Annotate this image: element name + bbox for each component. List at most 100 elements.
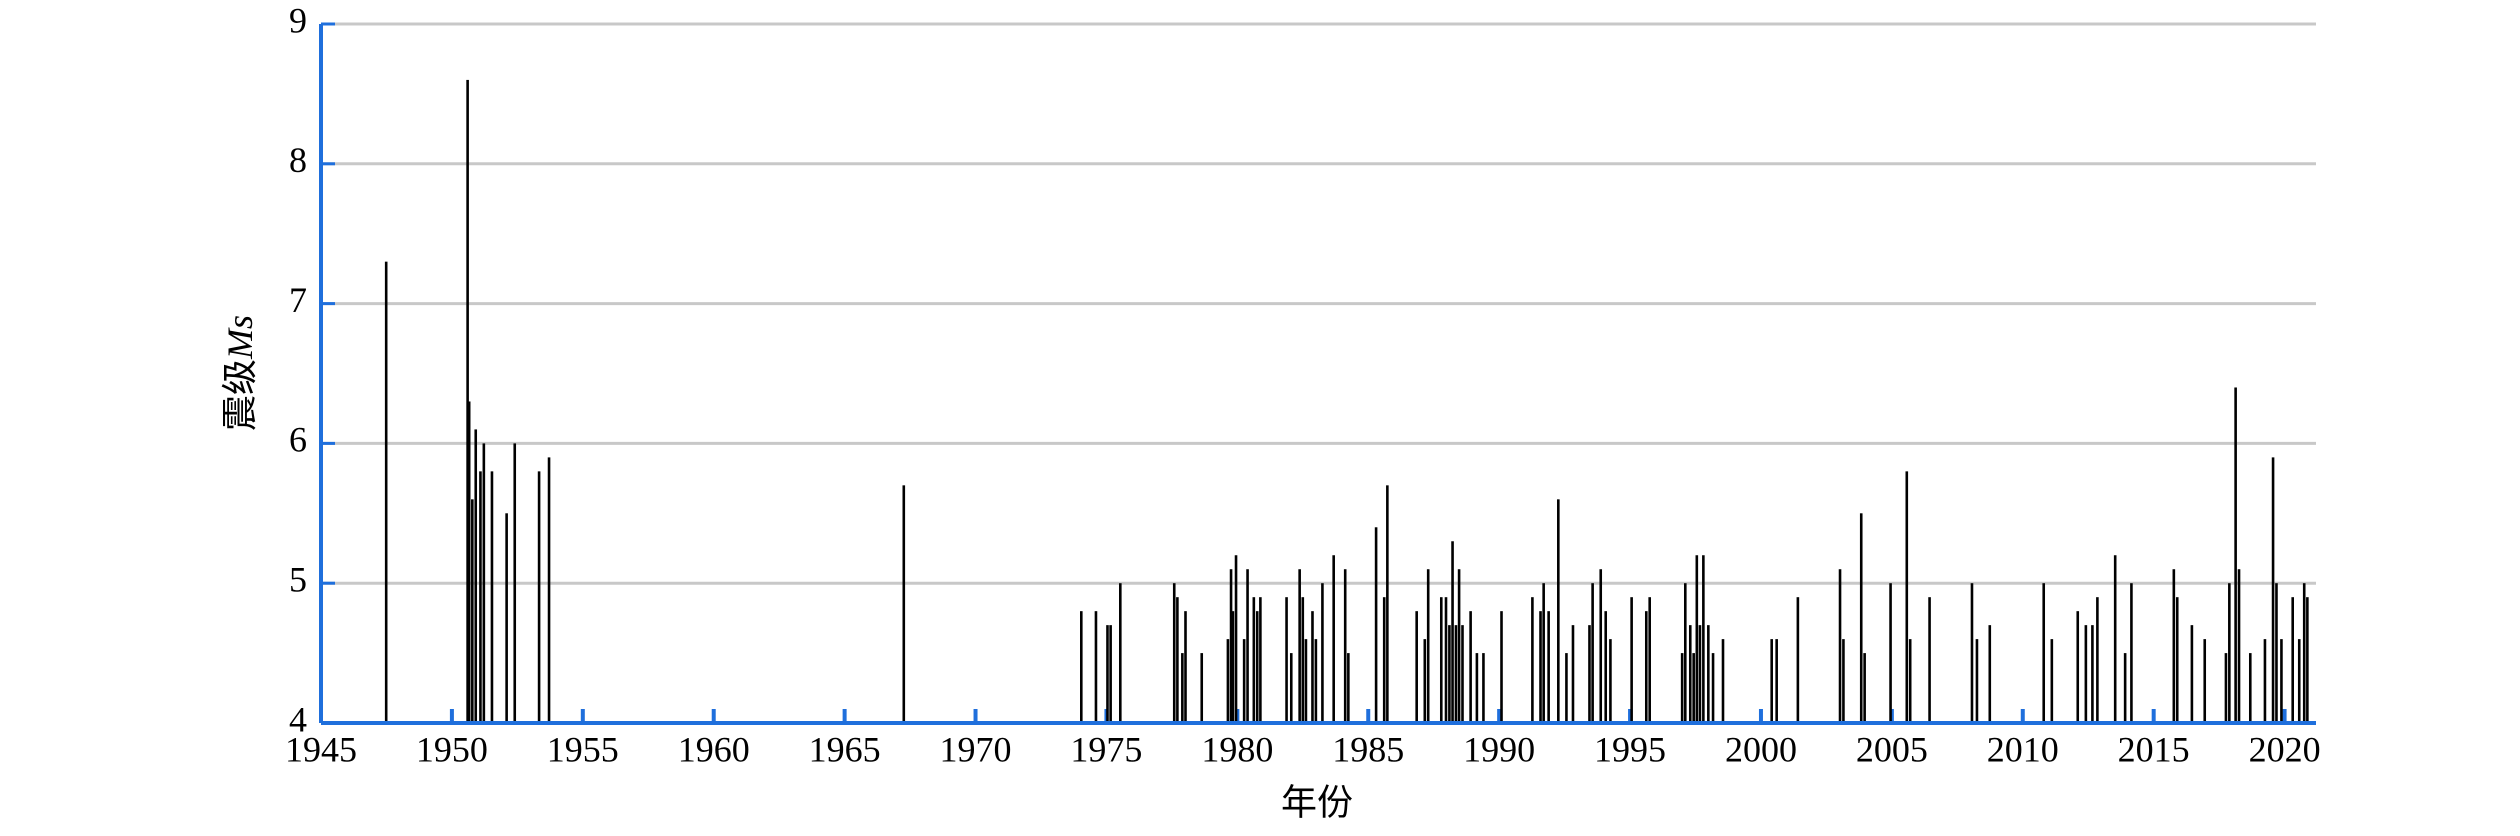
bar <box>1448 625 1451 723</box>
bar <box>1796 597 1800 723</box>
x-tick-label: 1960 <box>678 729 750 769</box>
bar <box>902 485 906 723</box>
y-label-text: 震级 <box>220 359 260 431</box>
bar <box>1444 597 1448 723</box>
bar <box>505 513 508 723</box>
bar <box>1094 611 1098 723</box>
bar <box>2302 583 2306 723</box>
x-tick-label: 1980 <box>1201 729 1273 769</box>
bar <box>1181 653 1184 723</box>
bar <box>1588 625 1591 723</box>
bar <box>1698 625 1702 723</box>
bar <box>1347 653 1350 723</box>
bar <box>1343 569 1347 723</box>
bar <box>1970 583 1974 723</box>
bar <box>1415 611 1418 723</box>
bar <box>466 79 469 724</box>
bar <box>2280 639 2283 723</box>
bar <box>1314 639 1318 723</box>
bar <box>1547 611 1550 723</box>
bar <box>1500 611 1503 723</box>
bar <box>1226 639 1230 723</box>
bar <box>2084 625 2088 723</box>
bar <box>1172 583 1176 723</box>
bar <box>2297 639 2301 723</box>
bar <box>513 443 517 723</box>
bar <box>2228 583 2231 723</box>
bar <box>1332 555 1335 723</box>
y-axis-label: 震级Ms <box>220 315 260 431</box>
bar <box>1246 569 1249 723</box>
bar <box>1311 611 1314 723</box>
bar <box>1711 653 1715 723</box>
bar <box>1382 597 1386 723</box>
bar <box>2130 583 2133 723</box>
x-tick-label: 1965 <box>809 729 881 769</box>
bar <box>1908 639 1912 723</box>
x-tick-label: 1955 <box>547 729 619 769</box>
bar <box>2271 457 2275 723</box>
bar <box>1571 625 1575 723</box>
bar <box>2248 653 2252 723</box>
bar <box>1285 597 1288 723</box>
bar <box>1702 555 1705 723</box>
bar <box>1119 583 1122 723</box>
bar <box>1599 569 1603 723</box>
y-tick-label: 6 <box>289 420 307 460</box>
bar <box>1838 569 1842 723</box>
bar <box>1255 611 1259 723</box>
bar <box>1775 639 1778 723</box>
bar <box>1106 625 1109 723</box>
bar <box>471 499 474 723</box>
bar <box>1234 555 1238 723</box>
x-tick-label: 1985 <box>1332 729 1404 769</box>
bar <box>1863 653 1866 723</box>
y-tick-label: 7 <box>289 280 307 320</box>
bar <box>1184 611 1187 723</box>
y-tick-label: 4 <box>289 699 307 739</box>
bar <box>490 471 494 723</box>
x-axis-label: 年份 <box>1281 782 1353 822</box>
bar <box>2096 597 2099 723</box>
bar <box>1469 611 1472 723</box>
bar <box>1289 653 1293 723</box>
bar <box>1683 583 1687 723</box>
bar <box>1259 597 1262 723</box>
bar <box>1609 639 1612 723</box>
bar <box>1770 639 1773 723</box>
bar <box>1176 597 1179 723</box>
bar <box>1079 611 1083 723</box>
bar <box>1889 583 1892 723</box>
x-tick-label: 1945 <box>285 729 357 769</box>
y-tick-label: 9 <box>289 0 307 40</box>
bar <box>1591 583 1594 723</box>
bar <box>1298 569 1301 723</box>
bar <box>1439 597 1443 723</box>
bar <box>1688 625 1692 723</box>
bar <box>1321 583 1324 723</box>
bar <box>2263 639 2267 723</box>
bar <box>2306 597 2309 723</box>
bar <box>1451 541 1454 723</box>
bar <box>2172 569 2176 723</box>
bar <box>1707 625 1710 723</box>
x-tick-label: 2020 <box>2249 729 2321 769</box>
bar <box>1242 639 1246 723</box>
bar <box>2291 597 2294 723</box>
x-tick-label: 2005 <box>1856 729 1928 769</box>
bar <box>1386 485 1389 723</box>
bar <box>1905 471 1909 723</box>
bar <box>1695 555 1699 723</box>
x-tick-label: 2010 <box>1987 729 2059 769</box>
bar <box>1457 569 1461 723</box>
bar <box>1975 639 1979 723</box>
bar <box>2224 653 2228 723</box>
bar <box>1630 597 1633 723</box>
bar <box>547 457 551 723</box>
bar <box>1229 569 1233 723</box>
bar <box>2190 625 2194 723</box>
bar <box>1426 569 1430 723</box>
x-tick-label: 2015 <box>2118 729 2190 769</box>
bar <box>1604 611 1608 723</box>
bar <box>2237 569 2241 723</box>
